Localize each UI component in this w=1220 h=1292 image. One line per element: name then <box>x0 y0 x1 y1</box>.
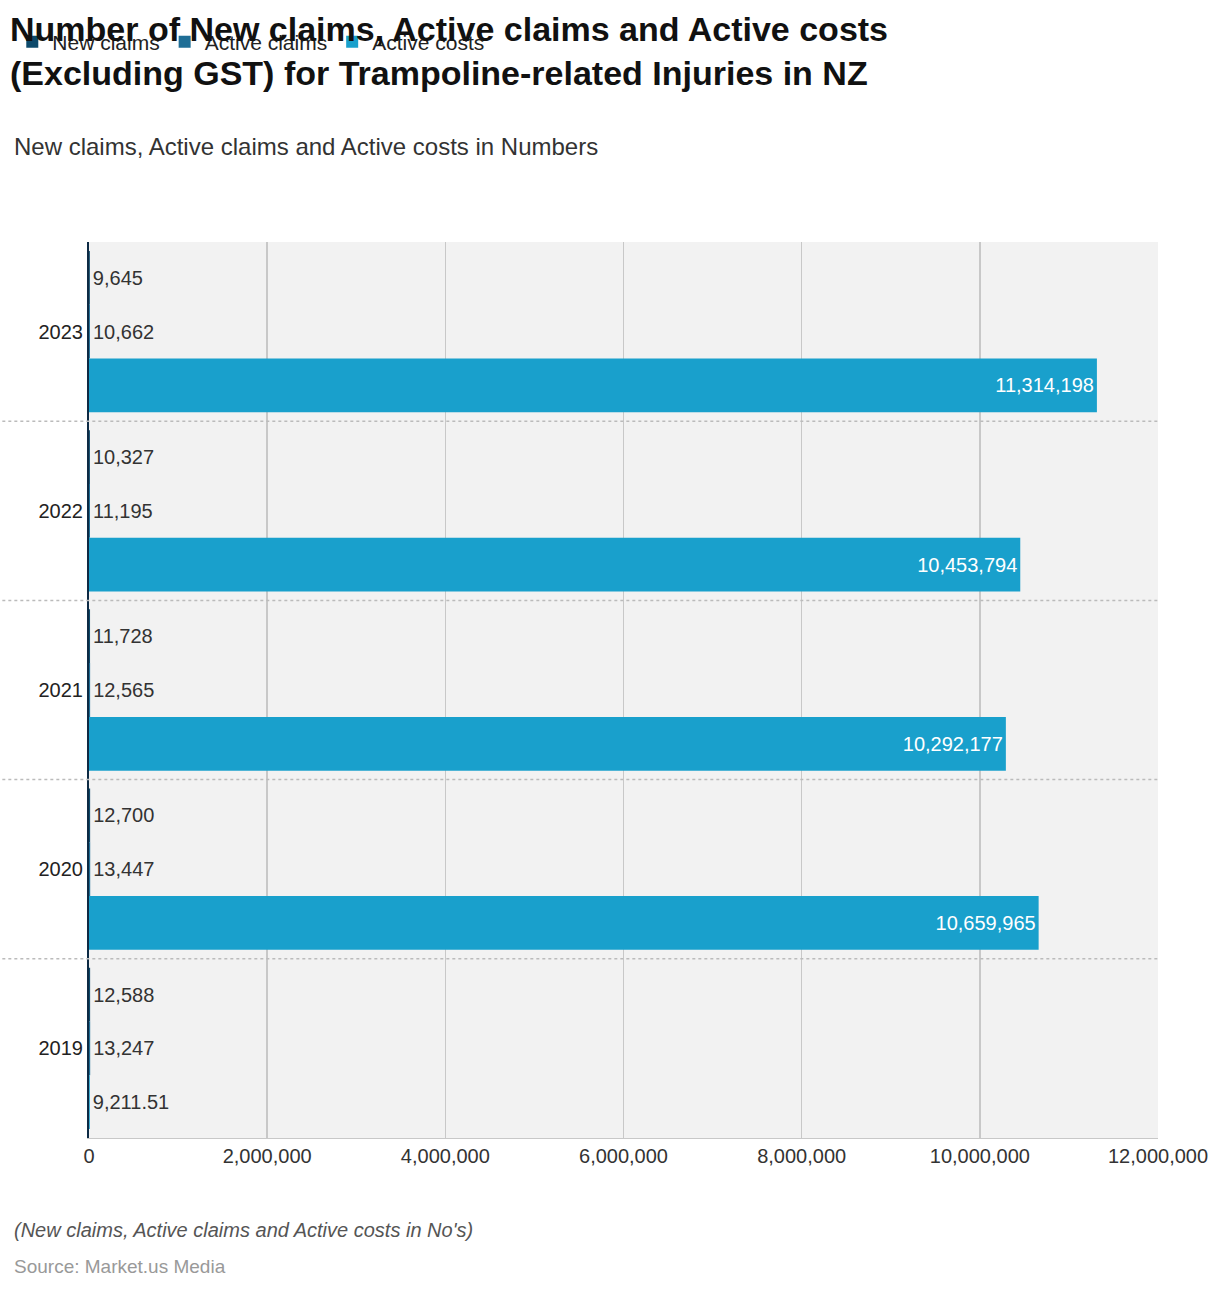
svg-text:2,000,000: 2,000,000 <box>223 1145 312 1167</box>
svg-text:New claims, Active claims and: New claims, Active claims and Active cos… <box>14 133 598 160</box>
svg-text:6,000,000: 6,000,000 <box>579 1145 668 1167</box>
svg-text:10,662: 10,662 <box>93 321 154 343</box>
svg-text:10,000,000: 10,000,000 <box>930 1145 1030 1167</box>
svg-text:9,645: 9,645 <box>93 267 143 289</box>
svg-text:11,314,198: 11,314,198 <box>995 374 1094 396</box>
svg-text:8,000,000: 8,000,000 <box>757 1145 846 1167</box>
svg-text:4,000,000: 4,000,000 <box>401 1145 490 1167</box>
svg-text:Active costs: Active costs <box>372 31 484 54</box>
svg-text:2020: 2020 <box>39 858 84 880</box>
svg-text:New claims: New claims <box>52 31 159 54</box>
svg-text:2023: 2023 <box>39 321 84 343</box>
svg-text:Source: Market.us Media: Source: Market.us Media <box>14 1256 226 1277</box>
svg-text:Number of New claims, Active c: Number of New claims, Active claims and … <box>10 10 888 92</box>
svg-text:2021: 2021 <box>39 679 84 701</box>
svg-text:9,211.51: 9,211.51 <box>93 1091 169 1113</box>
svg-text:0: 0 <box>83 1145 94 1167</box>
svg-text:13,447: 13,447 <box>93 858 154 880</box>
svg-text:13,247: 13,247 <box>93 1037 154 1059</box>
svg-text:11,195: 11,195 <box>93 500 153 522</box>
svg-text:12,588: 12,588 <box>93 984 154 1006</box>
svg-text:12,700: 12,700 <box>93 804 154 826</box>
svg-text:10,453,794: 10,453,794 <box>917 554 1017 576</box>
svg-text:11,728: 11,728 <box>93 625 153 647</box>
svg-text:12,000,000: 12,000,000 <box>1108 1145 1208 1167</box>
svg-text:2022: 2022 <box>39 500 84 522</box>
svg-text:10,292,177: 10,292,177 <box>903 733 1003 755</box>
svg-text:Active claims: Active claims <box>205 31 328 54</box>
svg-text:10,327: 10,327 <box>93 446 154 468</box>
svg-text:12,565: 12,565 <box>93 679 154 701</box>
svg-text:2019: 2019 <box>39 1037 84 1059</box>
svg-text:10,659,965: 10,659,965 <box>936 912 1036 934</box>
svg-text:(New claims, Active claims and: (New claims, Active claims and Active co… <box>14 1219 473 1241</box>
